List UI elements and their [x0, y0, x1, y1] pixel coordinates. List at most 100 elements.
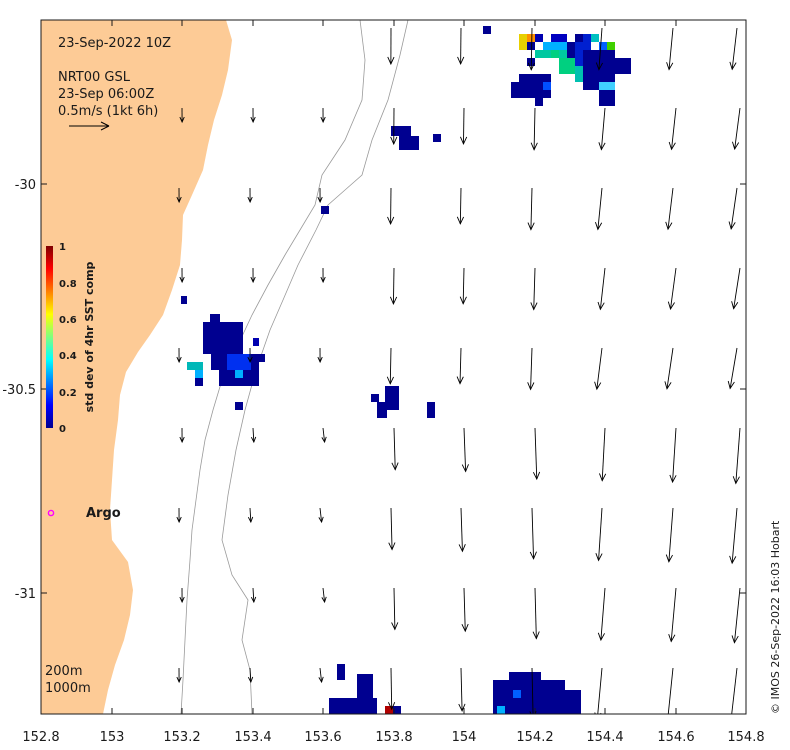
current-vector-head [179, 596, 185, 604]
current-vector-head [389, 296, 398, 305]
current-vector-head [732, 141, 740, 151]
current-vector [463, 427, 467, 472]
current-vector-head [727, 380, 735, 390]
colorbar-tick-0.2: 0.2 [59, 388, 77, 399]
current-vector [530, 347, 533, 390]
current-vector-head [391, 622, 399, 631]
current-vector [462, 267, 465, 304]
current-vector-head [459, 296, 467, 305]
current-vector [668, 507, 674, 562]
x-tick-153.8: 153.8 [375, 730, 412, 745]
x-tick-154: 154 [452, 730, 477, 745]
current-vector [252, 427, 255, 443]
current-vector-head [386, 376, 394, 385]
colorbar-tick-0.6: 0.6 [59, 315, 77, 326]
current-vector [392, 267, 395, 304]
current-vector-head [666, 62, 674, 71]
current-vector-head [250, 596, 257, 604]
current-vector-head [176, 196, 182, 204]
current-vector-head [321, 596, 327, 604]
current-vector-head [320, 116, 326, 124]
axis-ticks [40, 20, 747, 714]
current-vector [534, 587, 537, 639]
x-tick-154.8: 154.8 [727, 730, 764, 745]
x-tick-152.8: 152.8 [22, 730, 59, 745]
current-vector-head [595, 553, 603, 562]
current-vector-head [728, 221, 736, 230]
current-vector-head [532, 631, 540, 640]
current-vector-head [250, 436, 257, 444]
current-vector [389, 347, 392, 384]
current-vector-head [176, 356, 182, 364]
current-vector [598, 507, 603, 561]
current-vector [597, 187, 603, 230]
current-vector-head [176, 676, 182, 684]
colorbar-tick-0: 0 [59, 424, 66, 435]
current-vector [731, 507, 738, 564]
current-vectors [176, 27, 741, 722]
coastline-land [41, 20, 232, 714]
current-vector-head [527, 222, 535, 231]
current-vector-head [461, 623, 469, 633]
x-tick-154.6: 154.6 [657, 730, 694, 745]
current-vector-head [665, 554, 673, 563]
current-vector-head [458, 544, 466, 553]
current-vector [319, 667, 323, 683]
current-vector-head [461, 464, 469, 473]
current-vector [733, 587, 741, 643]
current-vector-head [729, 555, 737, 565]
current-vector-head [598, 142, 606, 151]
colorbar [46, 246, 53, 428]
current-vector-head [247, 356, 253, 364]
current-vector-head [318, 676, 324, 684]
current-vector-head [599, 473, 607, 482]
current-vector-head [247, 676, 254, 684]
current-vector-head [664, 713, 666, 714]
current-vector [530, 187, 533, 230]
current-vector-head [457, 56, 465, 66]
scale-label: 0.5m/s (1kt 6h) [58, 104, 158, 119]
current-vector-head [317, 196, 323, 204]
current-vector [596, 347, 603, 390]
current-vector [460, 507, 463, 552]
current-vector-head [728, 715, 734, 722]
current-vector [531, 667, 534, 714]
current-vector-head [247, 516, 254, 524]
colorbar-tick-0.8: 0.8 [59, 279, 77, 290]
current-vector-head [318, 516, 324, 524]
contour-label-1000m: 1000m [45, 681, 91, 696]
current-vector [460, 667, 463, 711]
current-vector-head [529, 551, 537, 560]
contour-1000m [221, 20, 409, 714]
current-vector-head [667, 301, 675, 311]
current-vector [670, 587, 677, 642]
current-vector [533, 267, 536, 310]
x-tick-153.6: 153.6 [304, 730, 341, 745]
current-vector-head [390, 136, 398, 146]
current-vector [390, 667, 393, 710]
current-vector-head [317, 356, 323, 364]
current-vector [730, 187, 738, 229]
current-vector-head [458, 703, 466, 713]
current-vector [734, 107, 741, 150]
current-vector [670, 267, 677, 310]
current-vector [534, 427, 538, 480]
current-vector [393, 427, 396, 470]
current-vector-head [387, 56, 395, 66]
current-vector [671, 107, 677, 150]
current-vector-head [176, 516, 182, 524]
current-vector [735, 427, 741, 484]
current-vector-head [460, 136, 468, 145]
current-vector [533, 107, 536, 150]
current-vector-head [527, 382, 535, 391]
current-vector-head [247, 196, 253, 204]
x-tick-154.2: 154.2 [516, 730, 553, 745]
time-label: 23-Sep 06:00Z [58, 87, 154, 102]
current-vector [249, 667, 252, 683]
current-vector [531, 507, 535, 559]
current-vector-head [729, 61, 737, 71]
contour-label-200m: 200m [45, 664, 82, 679]
current-vector-head [320, 276, 326, 284]
x-tick-153.4: 153.4 [234, 730, 271, 745]
